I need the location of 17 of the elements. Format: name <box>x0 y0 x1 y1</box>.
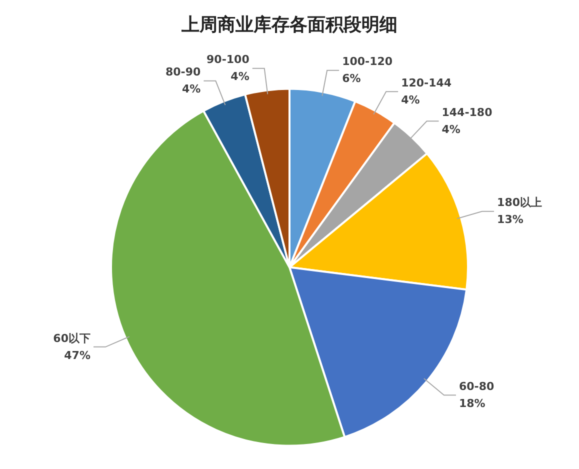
slice-label: 60-80 <box>458 380 495 393</box>
data-label: 4% <box>230 70 250 84</box>
slice-label: 60以下 <box>53 332 90 345</box>
slice-label: 180以上 <box>497 196 542 210</box>
slice-label: 120-144 <box>401 76 452 90</box>
data-label: 4% <box>401 93 420 106</box>
data-label: 47% <box>64 348 90 362</box>
data-label: 18% <box>458 396 486 410</box>
slice-label: 100-120 <box>342 55 393 68</box>
chart-title: 上周商业库存各面积段明细 <box>180 14 398 36</box>
data-label: 4% <box>182 82 201 96</box>
data-label: 13% <box>497 213 524 226</box>
slice-label: 90-100 <box>206 53 250 66</box>
data-label: 6% <box>342 72 361 86</box>
slice-label: 80-90 <box>166 66 202 79</box>
slice-label: 144-180 <box>442 106 493 119</box>
data-label: 4% <box>442 123 460 136</box>
